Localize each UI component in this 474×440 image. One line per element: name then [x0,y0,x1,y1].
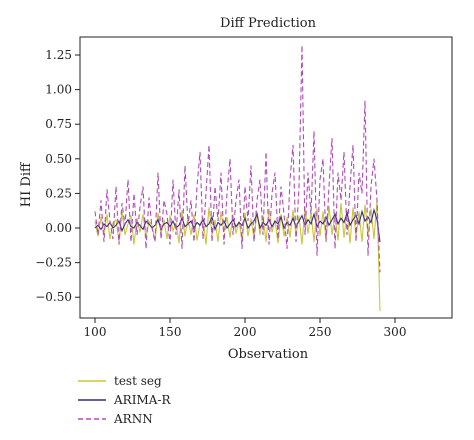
legend: test seg ARIMA-R ARNN [78,374,171,426]
chart-title: Diff Prediction [220,16,317,31]
y-tick-label: 0.00 [45,221,72,235]
x-tick-label: 300 [384,325,407,339]
legend-label-2: ARNN [113,412,153,426]
x-axis-ticks: 100 150 200 250 300 [84,318,407,339]
legend-label-1: ARIMA-R [113,393,171,407]
x-tick-label: 250 [309,325,332,339]
x-tick-label: 200 [234,325,257,339]
y-axis-title: HI Diff [19,161,34,207]
x-tick-label: 150 [159,325,182,339]
y-axis-ticks: −0.50 −0.25 0.00 0.25 0.50 0.75 1.00 1.25 [35,48,80,304]
legend-label-0: test seg [114,374,162,388]
y-tick-label: 0.50 [45,152,72,166]
series-line-0 [94,200,381,312]
y-tick-label: 1.00 [45,83,72,97]
y-tick-label: 0.75 [45,117,72,131]
y-tick-label: −0.25 [35,256,72,270]
series-line-2 [94,45,381,273]
plot-lines [94,45,381,312]
y-tick-label: 1.25 [45,48,72,62]
plot-frame [79,36,453,319]
y-tick-label: 0.25 [45,186,72,200]
y-tick-label: −0.50 [35,290,72,304]
series-line-1 [94,207,381,242]
x-tick-label: 100 [84,325,107,339]
x-axis-title: Observation [228,347,309,362]
